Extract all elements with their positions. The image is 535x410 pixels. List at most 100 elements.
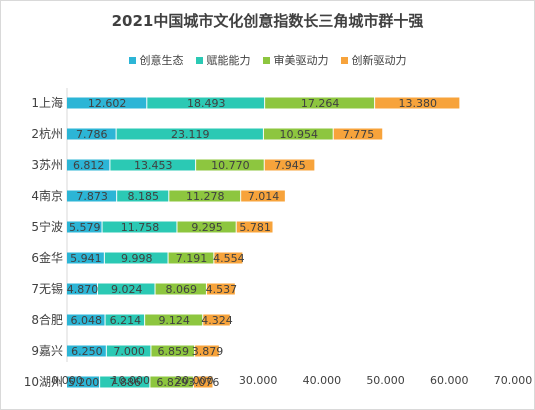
data-label: 7.775 <box>343 128 375 141</box>
x-tick-label: 0.000 <box>51 374 83 387</box>
bar-segment <box>105 314 145 326</box>
bar-segment <box>177 221 236 233</box>
data-label: 10.954 <box>280 128 319 141</box>
bar-segment <box>263 128 333 140</box>
category-label: 10湖州 <box>24 374 63 389</box>
category-label: 7无锡 <box>31 281 63 296</box>
bar-segment <box>151 345 195 357</box>
x-tick-label: 30.000 <box>239 374 278 387</box>
x-tick-label: 70.000 <box>494 374 533 387</box>
bar-segment <box>147 97 265 109</box>
data-label: 18.493 <box>187 97 226 110</box>
bar-segment <box>169 190 241 202</box>
data-label: 3.879 <box>192 345 224 358</box>
legend-item-series-1: 赋能能力 <box>195 52 251 68</box>
data-label: 7.000 <box>113 345 145 358</box>
bar-segment <box>104 252 168 264</box>
legend-item-series-3: 创新驱动力 <box>340 52 407 68</box>
bar-segment <box>100 376 150 388</box>
bar-segment <box>168 252 214 264</box>
bar-segment <box>145 314 203 326</box>
legend-swatch-series-1 <box>195 56 203 64</box>
category-label: 3苏州 <box>31 158 63 172</box>
category-label: 2杭州 <box>31 126 63 141</box>
bar-segment <box>265 97 375 109</box>
bar-segment <box>67 190 117 202</box>
bar-segment <box>67 283 98 295</box>
legend-swatch-series-0 <box>128 56 136 64</box>
bar-segment <box>67 314 105 326</box>
bar-segment <box>236 221 273 233</box>
x-tick-label: 20.000 <box>175 374 214 387</box>
data-label: 6.048 <box>71 314 103 327</box>
data-label: 9.024 <box>111 283 143 296</box>
data-label: 6.250 <box>71 345 103 358</box>
data-label: 4.324 <box>201 314 233 327</box>
category-label: 8合肥 <box>31 312 63 327</box>
bar-segment <box>67 252 104 264</box>
data-label: 6.812 <box>73 159 105 172</box>
bar-segment <box>98 283 155 295</box>
bar-segment <box>106 345 151 357</box>
data-label: 6.829 <box>156 376 188 389</box>
data-label: 10.770 <box>211 159 250 172</box>
bar-segment <box>264 159 315 171</box>
data-label: 13.380 <box>398 97 437 110</box>
data-label: 5.200 <box>68 376 100 389</box>
data-label: 9.998 <box>121 252 153 265</box>
x-tick-label: 10.000 <box>111 374 150 387</box>
data-label: 8.185 <box>127 190 159 203</box>
bar-segment <box>110 159 196 171</box>
bar-segment <box>241 190 285 202</box>
data-label: 7.886 <box>110 376 142 389</box>
legend-label-series-1: 赋能能力 <box>206 54 251 67</box>
data-label: 17.264 <box>301 97 340 110</box>
bar-segment <box>102 221 177 233</box>
data-label: 12.602 <box>88 97 127 110</box>
bar-segment <box>67 159 110 171</box>
data-label: 5.579 <box>69 221 101 234</box>
legend-item-series-2: 审美驱动力 <box>262 52 329 68</box>
data-label: 11.758 <box>121 221 160 234</box>
legend-swatch-series-3 <box>340 56 348 64</box>
data-label: 7.014 <box>248 190 280 203</box>
x-tick-label: 60.000 <box>430 374 469 387</box>
legend-swatch-series-2 <box>262 56 270 64</box>
legend: 创意生态 赋能能力 审美驱动力 创新驱动力 <box>0 52 535 68</box>
data-label: 4.537 <box>206 283 238 296</box>
data-label: 4.870 <box>67 283 99 296</box>
bar-segment <box>203 314 230 326</box>
bar-segment <box>67 376 100 388</box>
bar-segment <box>195 345 219 357</box>
data-label: 7.786 <box>76 128 108 141</box>
data-label: 7.191 <box>176 252 208 265</box>
data-label: 23.119 <box>171 128 210 141</box>
x-tick-label: 40.000 <box>303 374 342 387</box>
data-label: 9.295 <box>191 221 223 234</box>
data-label: 11.278 <box>186 190 225 203</box>
bar-segment <box>333 128 383 140</box>
legend-label-series-3: 创新驱动力 <box>351 54 407 67</box>
bar-segment <box>206 283 235 295</box>
legend-label-series-2: 审美驱动力 <box>273 54 329 67</box>
data-label: 9.124 <box>158 314 190 327</box>
category-label: 1上海 <box>31 95 63 110</box>
x-tick-label: 50.000 <box>366 374 405 387</box>
bar-segment <box>67 97 147 109</box>
bar-segment <box>375 97 460 109</box>
bar-segment <box>214 252 243 264</box>
data-label: 8.069 <box>165 283 197 296</box>
bar-segment <box>116 128 263 140</box>
bar-segment <box>117 190 169 202</box>
legend-label-series-0: 创意生态 <box>139 54 184 67</box>
category-label: 6金华 <box>31 250 63 265</box>
data-label: 7.945 <box>274 159 306 172</box>
bar-segment <box>150 376 193 388</box>
data-label: 13.453 <box>134 159 173 172</box>
legend-item-series-0: 创意生态 <box>128 52 184 68</box>
bar-segment <box>67 221 102 233</box>
category-label: 5宁波 <box>31 219 63 234</box>
bar-segment <box>193 376 213 388</box>
category-label: 4南京 <box>31 188 63 203</box>
